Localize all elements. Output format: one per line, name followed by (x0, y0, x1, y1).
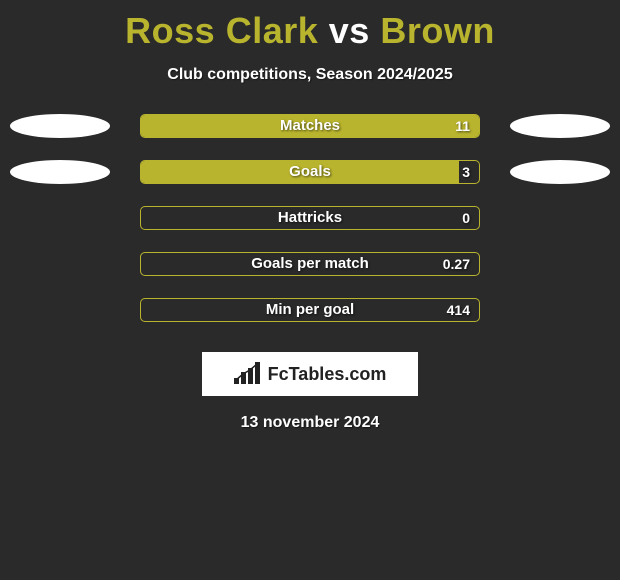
bar-track (140, 114, 480, 138)
bar-fill-player2 (293, 115, 479, 137)
footer-date: 13 november 2024 (0, 414, 620, 432)
comparison-chart: Matches11Goals3Hattricks0Goals per match… (0, 114, 620, 344)
stat-row: Hattricks0 (0, 206, 620, 252)
page-title: Ross Clark vs Brown (0, 0, 620, 52)
stat-value-player2: 11 (455, 114, 470, 138)
stat-row: Goals3 (0, 160, 620, 206)
bar-track (140, 298, 480, 322)
stat-value-player2: 414 (447, 298, 470, 322)
title-player1: Ross Clark (125, 10, 318, 51)
bar-track (140, 206, 480, 230)
stat-row: Matches11 (0, 114, 620, 160)
player2-marker (510, 114, 610, 138)
stat-value-player2: 0.27 (443, 252, 470, 276)
stat-value-player2: 3 (462, 160, 470, 184)
bar-track (140, 252, 480, 276)
bar-track (140, 160, 480, 184)
bars-icon (234, 362, 262, 386)
title-vs: vs (329, 10, 370, 51)
stat-value-player2: 0 (462, 206, 470, 230)
title-player2: Brown (380, 10, 495, 51)
player2-marker (510, 160, 610, 184)
subtitle: Club competitions, Season 2024/2025 (0, 66, 620, 84)
stat-row: Goals per match0.27 (0, 252, 620, 298)
footer-logo-text: FcTables.com (268, 364, 387, 385)
bar-fill-player1 (141, 115, 293, 137)
footer-logo: FcTables.com (202, 352, 418, 396)
player1-marker (10, 160, 110, 184)
stat-row: Min per goal414 (0, 298, 620, 344)
bar-fill-player1 (141, 161, 459, 183)
player1-marker (10, 114, 110, 138)
